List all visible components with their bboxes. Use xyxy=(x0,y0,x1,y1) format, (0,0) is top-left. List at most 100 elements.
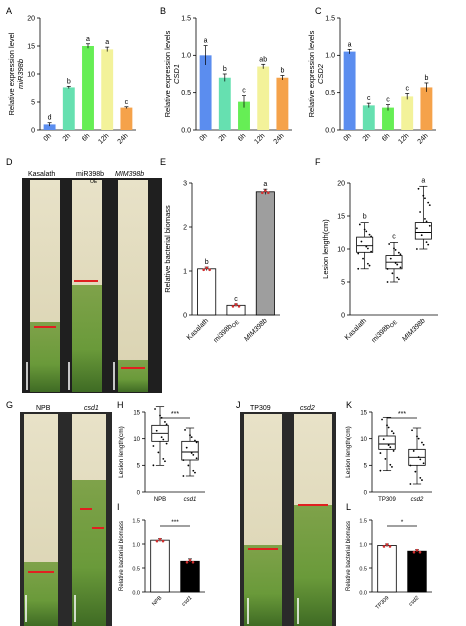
chart-b-bar xyxy=(199,55,212,131)
chart-f-point xyxy=(365,230,368,233)
chart-i-ytick-label: 1.5 xyxy=(132,518,140,524)
chart-f-sig-letter: b xyxy=(363,214,367,221)
chart-h-point xyxy=(164,460,166,463)
chart-h-ytick-label: 0 xyxy=(137,490,141,496)
chart-c-sig-letter: a xyxy=(348,41,352,48)
chart-f-point xyxy=(389,257,392,260)
chart-e-ytick-label: 2 xyxy=(183,224,187,231)
chart-i-point xyxy=(191,560,195,564)
chart-a-sig-letter: a xyxy=(86,36,90,43)
chart-h-point xyxy=(165,423,168,426)
chart-k-ytick-label: 5 xyxy=(364,464,368,470)
chart-a-xtick-label: 0h xyxy=(43,132,54,143)
chart-k-point xyxy=(387,426,390,429)
chart-a-xtick-label: 24h xyxy=(117,132,130,145)
chart-f-point xyxy=(370,250,373,253)
chart-a-ytick-label: 10 xyxy=(27,71,35,78)
photo-label-tp309: TP309 xyxy=(250,405,271,412)
chart-f-point xyxy=(399,253,402,256)
chart-h-ytick-label: 10 xyxy=(133,437,140,443)
chart-k-point xyxy=(389,463,392,466)
chart-b-sig-letter: a xyxy=(204,38,208,45)
chart-l-point xyxy=(415,548,419,552)
chart-f-point xyxy=(370,235,373,238)
chart-f-point xyxy=(399,266,402,269)
photo-label-mim398b: MIM398b xyxy=(115,171,144,178)
photo-label-csd1: csd1 xyxy=(84,405,99,412)
chart-k-ytick-label: 15 xyxy=(360,410,367,416)
chart-k-point xyxy=(386,424,388,427)
photo-label-kasalath: Kasalath xyxy=(28,171,55,178)
chart-h-ylabel: Lesion length(cm) xyxy=(118,426,125,478)
chart-c-ytick-label: 0.0 xyxy=(325,127,335,134)
chart-h-point xyxy=(195,441,198,444)
chart-a-xtick-label: 2h xyxy=(62,132,73,143)
chart-f-point xyxy=(422,194,425,197)
chart-b-sig-letter: c xyxy=(242,88,246,95)
chart-i-ytick-label: 0.0 xyxy=(132,590,140,596)
panel-letter-l: L xyxy=(346,502,351,512)
chart-f-point xyxy=(424,197,426,200)
chart-l-ytick-label: 0.0 xyxy=(359,590,367,596)
chart-a-bar xyxy=(120,107,133,130)
panel-letter-j: J xyxy=(236,400,241,410)
chart-f-point xyxy=(391,272,394,275)
chart-h-point xyxy=(152,464,155,467)
chart-h-point xyxy=(189,434,191,437)
chart-f-point xyxy=(386,268,389,270)
chart-a-bar xyxy=(101,49,114,130)
chart-c-xtick-label: 6h xyxy=(381,132,392,143)
chart-b-ytick-label: 1.5 xyxy=(181,15,191,22)
chart-f-ytick-label: 15 xyxy=(337,213,345,220)
chart-h-point xyxy=(184,429,186,431)
chart-a-sig-letter: c xyxy=(125,99,129,106)
chart-k-ytick-label: 10 xyxy=(360,437,367,443)
chart-k-box xyxy=(378,435,396,450)
chart-h-ytick-label: 15 xyxy=(133,410,140,416)
chart-l-point xyxy=(412,550,416,554)
panel-letter-d: D xyxy=(6,157,13,167)
chart-k-point xyxy=(419,458,422,461)
chart-i-point xyxy=(161,539,165,543)
chart-i-bar xyxy=(150,539,170,593)
chart-f-point xyxy=(357,252,360,255)
chart-i-point xyxy=(158,537,162,541)
chart-h-point xyxy=(187,464,190,467)
chart-i-xtick-label: csd1 xyxy=(181,595,193,607)
chart-f-xtick-label: Kasalath xyxy=(344,317,368,341)
chart-f-ytick-label: 10 xyxy=(337,246,345,253)
panel-letter-g: G xyxy=(6,400,13,410)
chart-h-point xyxy=(165,442,168,445)
chart-k-point xyxy=(382,438,385,441)
chart-b-xtick-label: 2h xyxy=(218,132,229,143)
chart-l-bar xyxy=(407,550,427,593)
chart-h-point xyxy=(192,469,195,472)
chart-c-sig-letter: b xyxy=(424,75,428,82)
chart-f-point xyxy=(368,233,371,236)
photo-label-mir398b: miR398b xyxy=(76,171,104,178)
chart-h-ytick-label: 5 xyxy=(137,464,141,470)
chart-f-point xyxy=(394,262,397,264)
chart-e-ytick-label: 0 xyxy=(183,312,187,319)
chart-f-point xyxy=(365,245,368,248)
chart-f-point xyxy=(358,223,361,226)
chart-b-bar xyxy=(218,77,231,130)
chart-k-point xyxy=(417,456,420,459)
chart-k-ytick-label: 0 xyxy=(364,490,368,496)
chart-c-ytick-label: 1.0 xyxy=(325,53,335,60)
chart-b-bar xyxy=(276,77,289,130)
chart-h-point xyxy=(182,459,185,462)
chart-k-xtick-label: csd2 xyxy=(411,497,424,503)
chart-a-bar xyxy=(43,124,56,130)
chart-b-xtick-label: 0h xyxy=(199,132,210,143)
chart-e-sig-letter: c xyxy=(234,296,238,303)
chart-f-xtick-label: mi398bOE xyxy=(371,317,399,345)
chart-f-point xyxy=(417,187,420,190)
chart-a-sig-letter: a xyxy=(105,39,109,46)
panel-letter-h: H xyxy=(117,400,124,410)
chart-b-sig-letter: b xyxy=(223,66,227,73)
chart-b-ytick-label: 1.0 xyxy=(181,53,191,60)
chart-k-point xyxy=(392,450,395,452)
chart-h-point xyxy=(195,457,198,460)
